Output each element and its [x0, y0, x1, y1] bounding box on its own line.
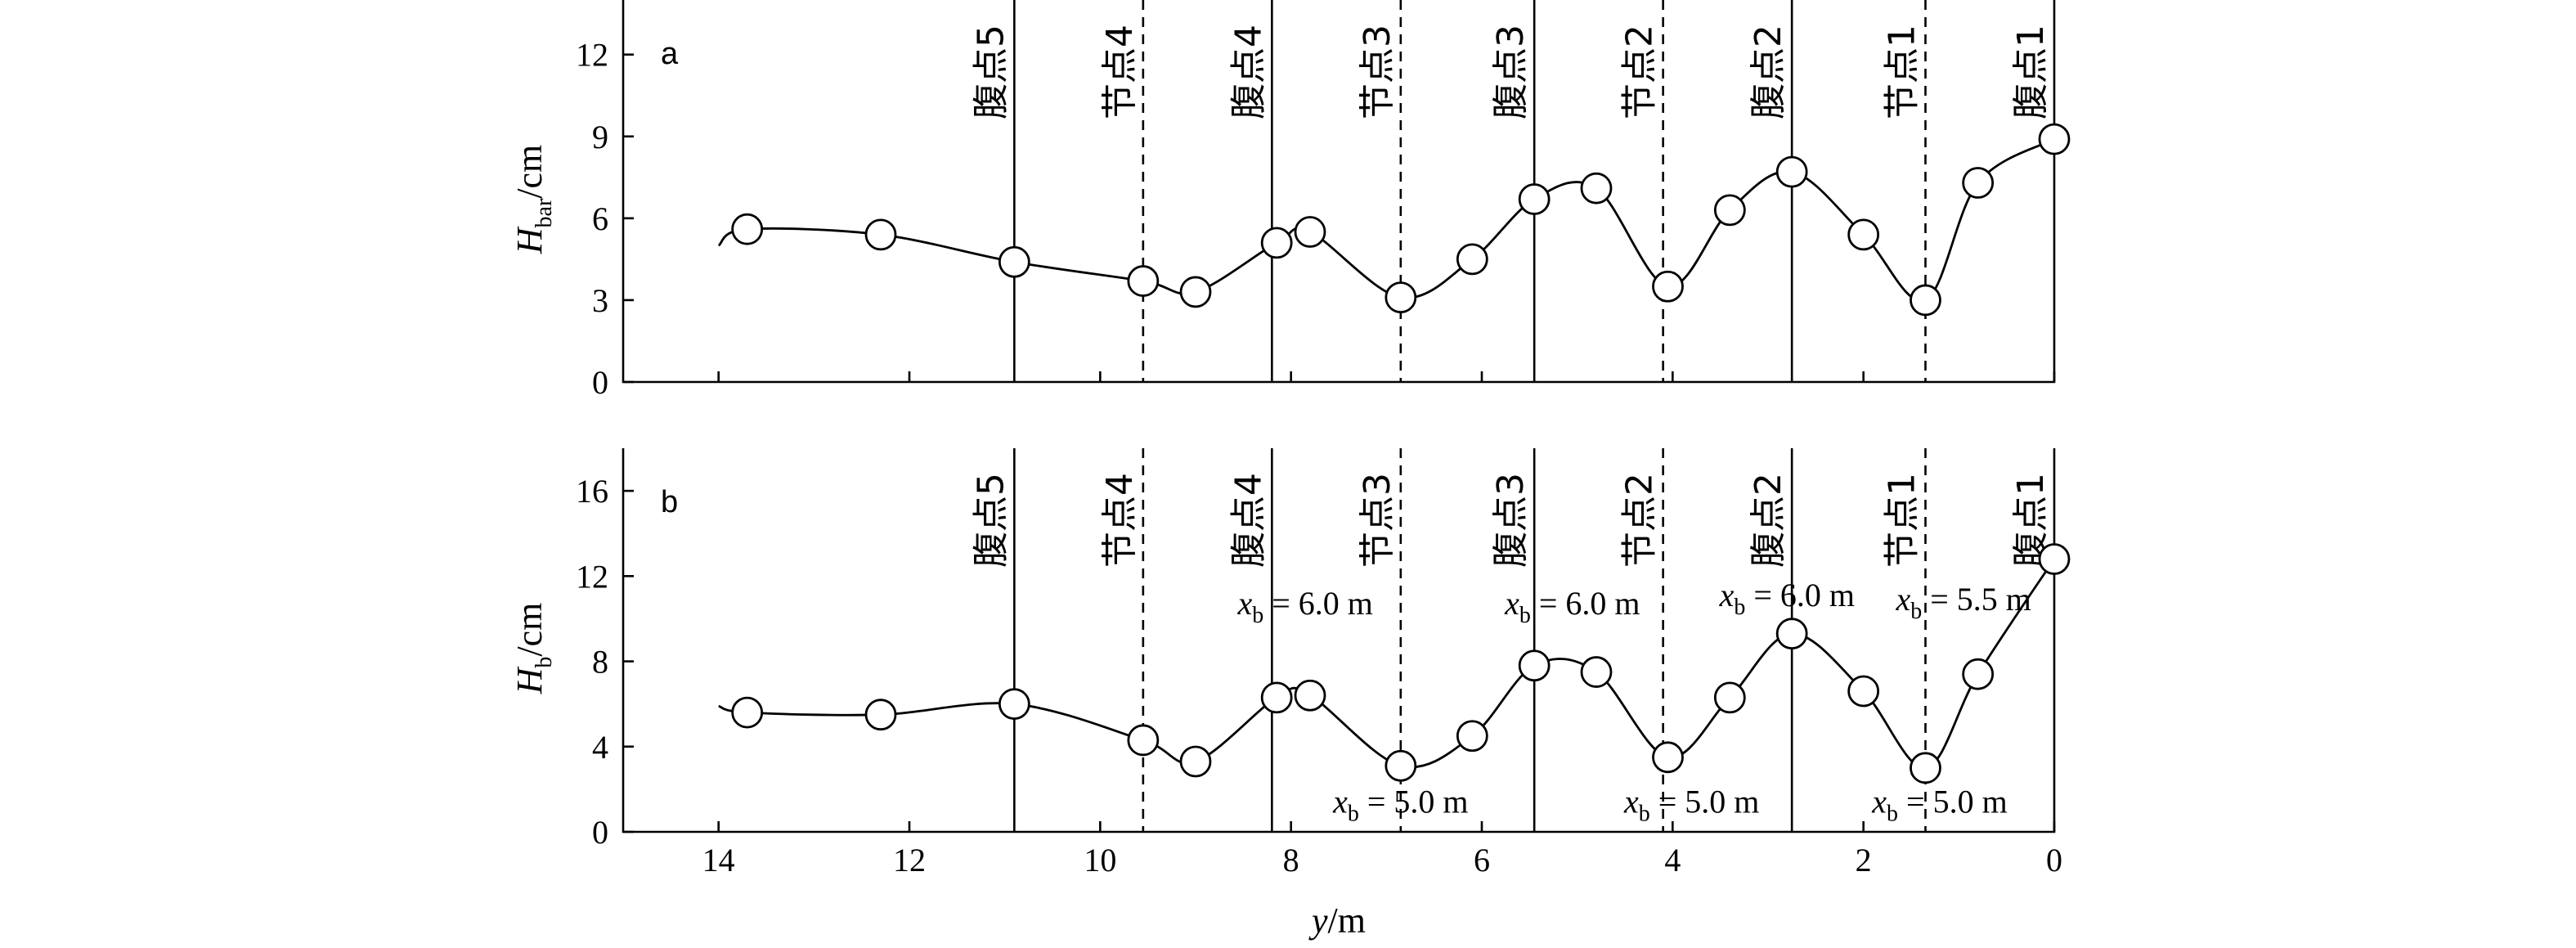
data-point — [1713, 194, 1746, 227]
x-tick-label: 6 — [1474, 842, 1490, 878]
data-point — [1260, 681, 1293, 714]
vline-label: 腹点4 — [1227, 25, 1269, 119]
vline-label: 腹点3 — [1490, 25, 1532, 119]
data-point — [1456, 243, 1488, 276]
data-point — [1179, 276, 1212, 308]
axes-frame — [622, 0, 2056, 384]
vline-label: 节点4 — [1099, 473, 1141, 568]
data-point — [2038, 543, 2071, 575]
data-point — [998, 688, 1030, 721]
vline-label: 腹点1 — [2010, 25, 2052, 119]
data-point — [1127, 724, 1160, 757]
data-point — [1580, 656, 1613, 688]
panel-b: 0 4 8 12 16 14 12 10 8 6 4 2 0 Hb/cm b 腹点5 节点4 腹点4 节点3 腹点3 节… — [509, 448, 2071, 878]
data-point — [1518, 183, 1551, 215]
data-point — [1962, 167, 1995, 199]
xb-annotation: xb = 6.0 m — [1504, 585, 1640, 628]
panel-letter: b — [661, 485, 678, 519]
data-point — [731, 213, 764, 245]
data-point — [1127, 265, 1160, 297]
x-tick-label: 14 — [702, 842, 735, 878]
y-tick-label: 12 — [576, 558, 608, 595]
xb-annotation: xb = 5.5 m — [1895, 581, 2031, 624]
data-curve — [717, 137, 2055, 303]
data-point — [1294, 679, 1326, 712]
data-point — [1847, 675, 1880, 708]
data-point — [1384, 749, 1417, 782]
data-point — [1910, 752, 1941, 784]
xb-annotation: xb = 5.0 m — [1623, 784, 1759, 827]
vline-label: 腹点5 — [970, 473, 1012, 568]
vline-label: 节点3 — [1357, 473, 1398, 568]
x-tick-label: 12 — [893, 842, 926, 878]
data-point — [731, 696, 764, 729]
xb-annotation: xb = 6.0 m — [1719, 577, 1855, 620]
y-tick-label: 8 — [592, 644, 608, 681]
data-point — [1580, 172, 1613, 204]
data-point — [1775, 155, 1808, 188]
vline-label: 节点1 — [1882, 473, 1923, 568]
vline-label: 节点4 — [1099, 25, 1141, 119]
data-point — [1962, 658, 1995, 690]
y-tick-label: 12 — [576, 37, 608, 74]
data-point — [1847, 218, 1880, 251]
panel-a: 0 3 6 9 12 Hbar/cm a 腹点5 节点4 腹点4 节点3 腹点3 节点2 腹点2 节点1 腹点… — [509, 0, 2071, 401]
data-point — [1456, 720, 1488, 753]
vline-label: 腹点2 — [1748, 25, 1789, 119]
vline-label: 腹点4 — [1227, 473, 1269, 568]
data-point — [864, 218, 897, 251]
data-point — [2038, 123, 2071, 155]
x-tick-label: 8 — [1283, 842, 1299, 878]
data-point — [864, 699, 897, 731]
panel-letter: a — [661, 37, 679, 71]
x-tick-label: 0 — [2046, 842, 2062, 878]
data-point — [1518, 649, 1551, 682]
x-axis-title: y/m — [1308, 901, 1366, 941]
y-axis-label: Hb/cm — [509, 603, 557, 695]
axes-frame — [622, 448, 2056, 833]
vline-label: 腹点5 — [970, 25, 1012, 119]
data-point — [1179, 745, 1212, 778]
data-point — [1260, 227, 1293, 259]
x-axis-label: y/m — [1308, 901, 1366, 941]
x-tick-label: 2 — [1856, 842, 1872, 878]
y-tick-label: 0 — [592, 364, 608, 401]
vline-label: 节点2 — [1619, 25, 1661, 119]
y-tick-label: 6 — [592, 200, 608, 237]
y-tick-label: 0 — [592, 814, 608, 851]
x-tick-label: 4 — [1664, 842, 1681, 878]
data-point — [998, 245, 1030, 278]
data-point — [1294, 216, 1326, 248]
y-tick-label: 4 — [592, 729, 608, 766]
y-tick-label: 3 — [592, 282, 608, 319]
xb-annotation: xb = 6.0 m — [1236, 585, 1372, 628]
data-point — [1775, 618, 1808, 650]
data-point — [1384, 281, 1417, 313]
y-tick-label: 9 — [592, 119, 608, 155]
vline-label: 节点3 — [1357, 25, 1398, 119]
vline-label: 腹点3 — [1490, 473, 1532, 568]
xb-annotation: xb = 5.0 m — [1871, 784, 2007, 827]
data-point — [1652, 270, 1684, 303]
y-tick-label: 16 — [576, 473, 608, 510]
vline-label: 节点1 — [1882, 25, 1923, 119]
data-point — [1713, 681, 1746, 714]
y-axis-label: Hbar/cm — [509, 145, 557, 255]
vline-label: 腹点2 — [1748, 473, 1789, 568]
data-point — [1910, 284, 1941, 317]
x-tick-label: 10 — [1084, 842, 1116, 878]
data-point — [1652, 741, 1684, 774]
xb-annotation: xb = 5.0 m — [1332, 784, 1468, 827]
vline-label: 节点2 — [1619, 473, 1661, 568]
